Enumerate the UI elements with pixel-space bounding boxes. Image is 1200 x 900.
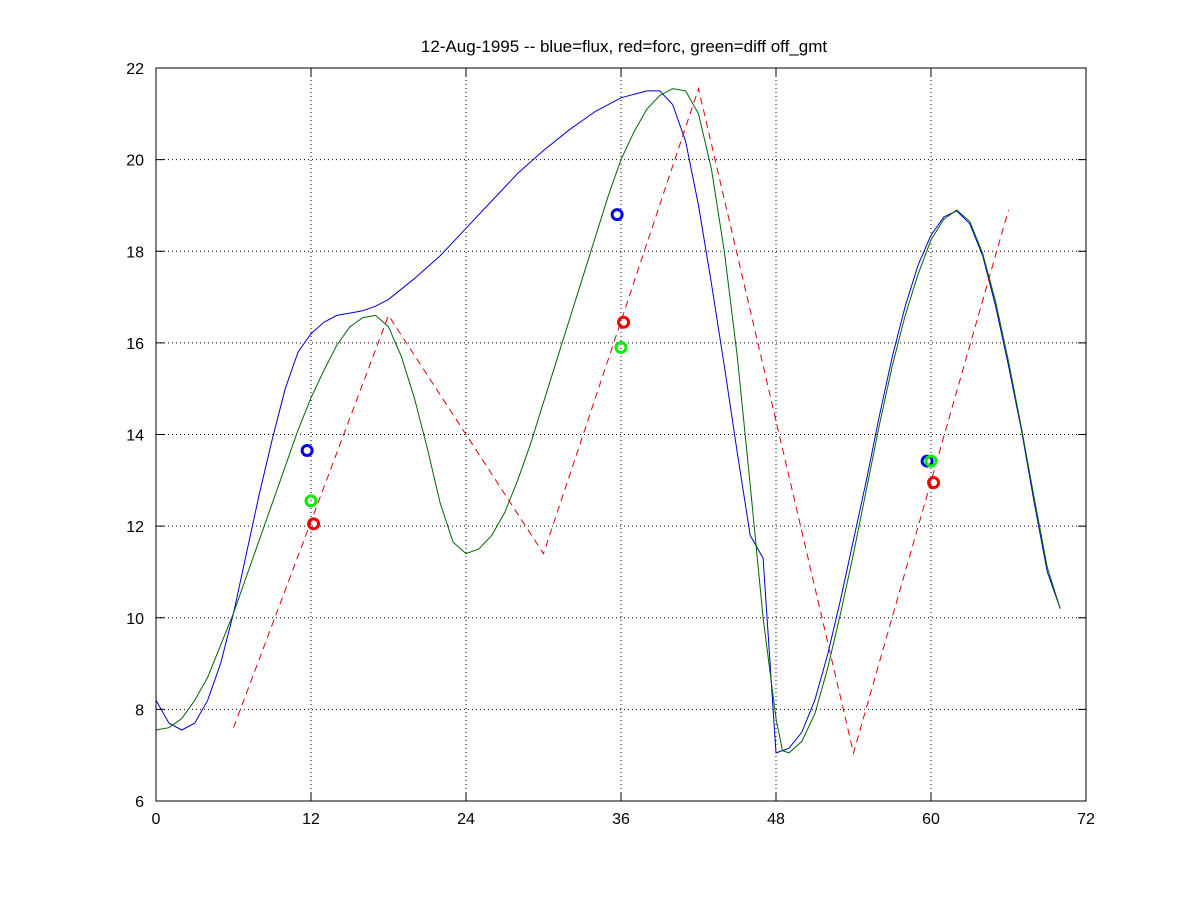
y-tick-label: 22: [126, 61, 144, 78]
grid: [156, 68, 1086, 801]
x-tick-label: 72: [1077, 811, 1095, 828]
y-tick-label: 12: [126, 519, 144, 536]
series-group: [155, 86, 1061, 755]
data-marker: [617, 315, 631, 329]
x-tick-label: 12: [302, 811, 320, 828]
y-tick-label: 14: [126, 428, 144, 445]
y-tick-label: 8: [135, 702, 144, 719]
data-marker: [927, 476, 941, 490]
axis-ticks: 0 12 24 36 48 60 72 6 8 10 12 14 16 18 20 22: [126, 61, 1095, 828]
y-tick-label: 16: [126, 336, 144, 353]
y-tick-label: 20: [126, 153, 144, 170]
data-marker: [610, 208, 624, 222]
x-tick-label: 60: [922, 811, 940, 828]
x-tick-label: 36: [612, 811, 630, 828]
data-marker: [300, 444, 314, 458]
x-tick-label: 48: [767, 811, 785, 828]
flux-line: [155, 90, 1061, 754]
data-marker: [304, 494, 318, 508]
y-tick-label: 18: [126, 244, 144, 261]
diff-line: [155, 88, 1061, 754]
x-tick-label: 0: [152, 811, 161, 828]
data-marker: [614, 340, 628, 354]
data-marker: [307, 517, 321, 531]
chart-title: 12-Aug-1995 -- blue=flux, red=forc, gree…: [421, 37, 827, 56]
data-marker: [924, 454, 938, 468]
y-tick-label: 6: [135, 794, 144, 811]
x-tick-label: 24: [457, 811, 475, 828]
y-tick-label: 10: [126, 611, 144, 628]
marker-group: [300, 208, 941, 531]
